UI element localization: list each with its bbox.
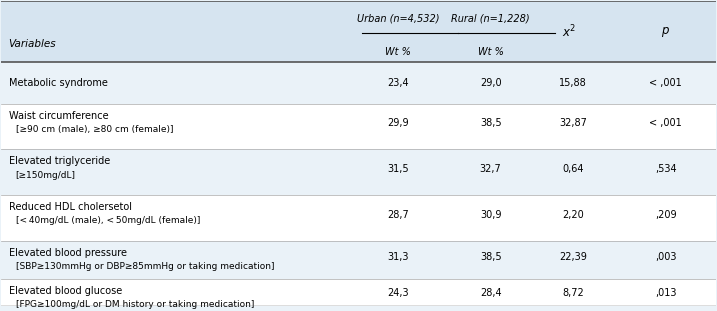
Text: 31,5: 31,5 <box>387 164 409 174</box>
Text: Rural (n=1,228): Rural (n=1,228) <box>451 14 530 24</box>
FancyBboxPatch shape <box>1 241 716 279</box>
Text: 0,64: 0,64 <box>562 164 584 174</box>
Text: [≥150mg/dL]: [≥150mg/dL] <box>16 171 76 180</box>
Text: Elevated blood pressure: Elevated blood pressure <box>9 248 126 258</box>
Text: Wt %: Wt % <box>478 47 503 57</box>
Text: $x^2$: $x^2$ <box>562 24 576 40</box>
Text: Elevated blood glucose: Elevated blood glucose <box>9 286 122 296</box>
Text: Reduced HDL cholersetol: Reduced HDL cholersetol <box>9 202 131 212</box>
Text: 23,4: 23,4 <box>387 78 409 88</box>
Text: < ,001: < ,001 <box>649 78 682 88</box>
Text: 38,5: 38,5 <box>480 118 501 128</box>
Text: ,209: ,209 <box>655 210 676 220</box>
Text: Waist circumference: Waist circumference <box>9 111 108 121</box>
Text: [FPG≥100mg/dL or DM history or taking medication]: [FPG≥100mg/dL or DM history or taking me… <box>16 300 254 309</box>
Text: 32,87: 32,87 <box>559 118 587 128</box>
Text: 29,0: 29,0 <box>480 78 501 88</box>
Text: 2,20: 2,20 <box>562 210 584 220</box>
Text: 31,3: 31,3 <box>387 252 409 262</box>
Text: ,534: ,534 <box>655 164 676 174</box>
Text: 30,9: 30,9 <box>480 210 501 220</box>
Text: 28,7: 28,7 <box>387 210 409 220</box>
Text: $p$: $p$ <box>661 25 670 39</box>
Text: 15,88: 15,88 <box>559 78 587 88</box>
Text: < ,001: < ,001 <box>649 118 682 128</box>
Text: 8,72: 8,72 <box>562 288 584 298</box>
FancyBboxPatch shape <box>1 63 716 104</box>
Text: ,003: ,003 <box>655 252 676 262</box>
Text: ,013: ,013 <box>655 288 676 298</box>
FancyBboxPatch shape <box>1 104 716 149</box>
Text: [≥90 cm (male), ≥80 cm (female)]: [≥90 cm (male), ≥80 cm (female)] <box>16 125 174 134</box>
Text: [SBP≥130mmHg or DBP≥85mmHg or taking medication]: [SBP≥130mmHg or DBP≥85mmHg or taking med… <box>16 262 274 271</box>
Text: Wt %: Wt % <box>385 47 411 57</box>
Text: 29,9: 29,9 <box>387 118 409 128</box>
Text: 32,7: 32,7 <box>480 164 501 174</box>
Text: 28,4: 28,4 <box>480 288 501 298</box>
Text: Metabolic syndrome: Metabolic syndrome <box>9 78 108 88</box>
Text: Variables: Variables <box>9 39 56 49</box>
Text: Urban (n=4,532): Urban (n=4,532) <box>356 14 439 24</box>
FancyBboxPatch shape <box>1 149 716 195</box>
Text: 24,3: 24,3 <box>387 288 409 298</box>
FancyBboxPatch shape <box>1 195 716 241</box>
FancyBboxPatch shape <box>1 279 716 311</box>
Text: Elevated triglyceride: Elevated triglyceride <box>9 156 110 166</box>
Text: [< 40mg/dL (male), < 50mg/dL (female)]: [< 40mg/dL (male), < 50mg/dL (female)] <box>16 216 200 225</box>
Text: 22,39: 22,39 <box>559 252 587 262</box>
Text: 38,5: 38,5 <box>480 252 501 262</box>
FancyBboxPatch shape <box>1 1 716 63</box>
